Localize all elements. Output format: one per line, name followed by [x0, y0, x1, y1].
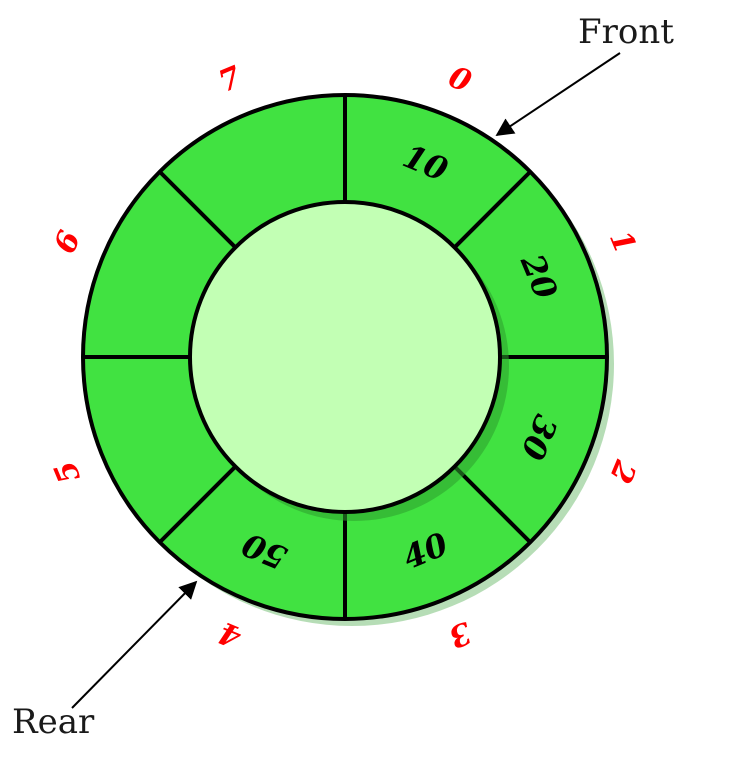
slot-divider: [158, 463, 239, 544]
slot-index-4: 4: [214, 614, 247, 654]
rear-label: Rear: [12, 702, 95, 742]
slot-index-6: 6: [48, 226, 88, 259]
slot-index-2: 2: [602, 455, 643, 489]
slot-index-3: 3: [443, 614, 476, 654]
slot-dividers: [83, 95, 607, 619]
front-pointer: Front: [495, 12, 674, 136]
front-label: Front: [578, 12, 674, 52]
slot-indices: 0 1 2 3 4 5 6 7: [48, 60, 643, 655]
slot-index-5: 5: [48, 455, 88, 488]
slot-index-7: 7: [214, 60, 247, 100]
slot-divider: [451, 170, 532, 251]
slot-divider: [158, 170, 239, 251]
slot-index-0: 0: [443, 60, 476, 100]
rear-pointer: Rear: [12, 580, 198, 742]
slot-divider: [451, 463, 532, 544]
front-arrow: [495, 52, 621, 136]
slot-index-1: 1: [602, 226, 642, 259]
inner-circle: [188, 200, 502, 514]
rear-arrow: [71, 580, 198, 709]
